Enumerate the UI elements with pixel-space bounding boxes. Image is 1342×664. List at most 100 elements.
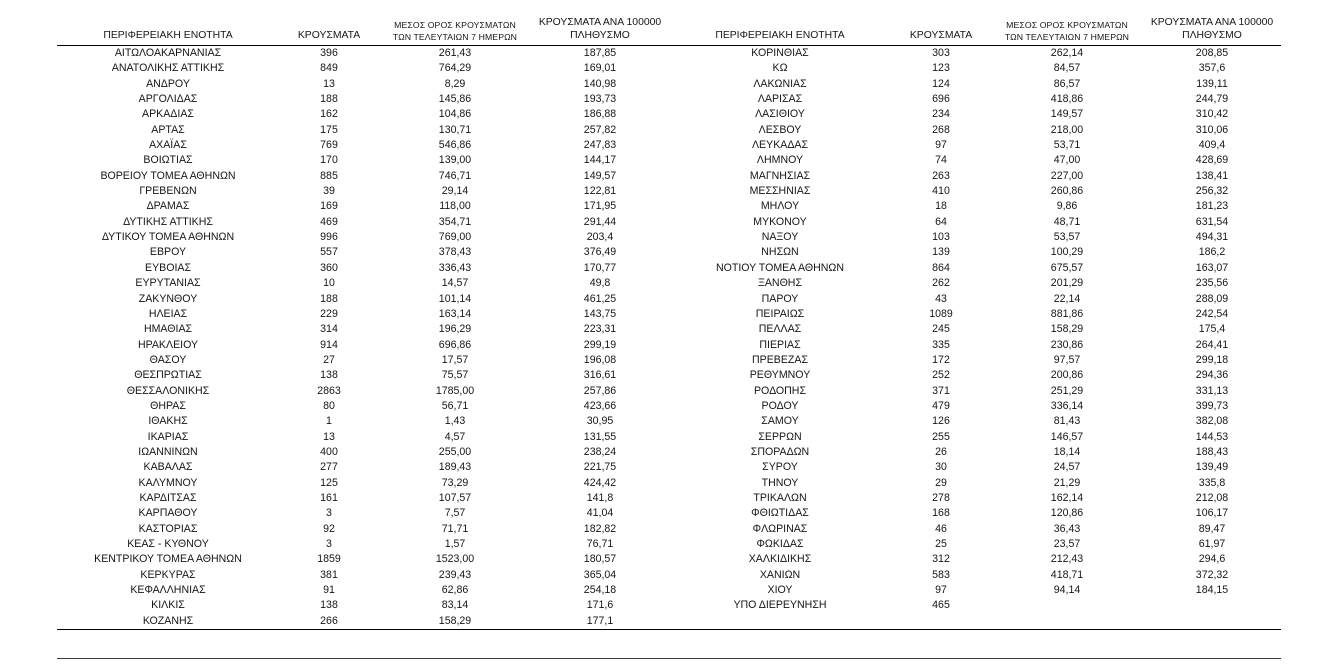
table-row: ΓΡΕΒΕΝΩΝ 39 29,14 122,81 ΜΕΣΣΗΝΙΑΣ 410 260,86 2… [57,184,1281,199]
header-per100k-right-line1: ΚΡΟΥΣΜΑΤΑ ΑΝΑ 100000 [1150,17,1274,28]
avg7-value-left: 83,14 [441,599,469,612]
table-row: ΑΧΑΪΑΣ 769 546,86 247,83 ΛΕΥΚΑΔΑΣ 97 53,71 409,… [57,138,1281,153]
region-name-right: ΧΙΟΥ [767,584,793,597]
avg7-value-right: 227,00 [1050,169,1084,182]
avg7-value-left: 118,00 [439,200,471,213]
cases-value-left: 161 [320,491,338,504]
region-name-left: ΕΥΒΟΙΑΣ [145,261,191,274]
region-name-left: ΕΥΡΥΤΑΝΙΑΣ [135,277,201,290]
header-per100k-right: ΚΡΟΥΣΜΑΤΑ ΑΝΑ 100000 ΠΛΗΘΥΣΜΟ [1143,16,1281,46]
table-body: ΑΙΤΩΛΟΑΚΑΡΝΑΝΙΑΣ 396 261,43 187,85 ΚΟΡΙΝΘΙΑΣ… [57,45,1281,630]
region-name-right: ΠΑΡΟΥ [761,292,799,305]
per100k-value-right: 372,32 [1195,568,1229,581]
cases-value-right: 97 [935,584,947,597]
avg7-value-left: 1523,00 [435,553,475,566]
per100k-value-right: 186,2 [1198,246,1226,259]
avg7-value-left: 158,29 [379,613,531,630]
region-name-left: ΔΥΤΙΚΟΥ ΤΟΜΕΑ ΑΘΗΝΩΝ [101,231,235,244]
per100k-value-right: 310,42 [1195,108,1229,121]
header-avg7-right-line1: ΜΕΣΟΣ ΟΡΟΣ ΚΡΟΥΣΜΑΤΩΝ [1006,20,1128,31]
cases-value-left: 266 [279,613,379,630]
table-row: ΖΑΚΥΝΘΟΥ 188 101,14 461,25 ΠΑΡΟΥ 43 22,14 288,0… [57,291,1281,306]
region-name-left: ΚΕΡΚΥΡΑΣ [140,568,196,581]
cases-value-right: 479 [932,399,950,412]
region-name-left: ΕΒΡΟΥ [149,246,187,259]
region-name-left: ΒΟΙΩΤΙΑΣ [143,154,193,167]
cases-value-right: 371 [932,384,950,397]
cases-value-right: 465 [932,599,950,612]
avg7-value-left: 139,00 [438,154,472,167]
avg7-value-right: 120,86 [1050,507,1084,520]
table-row: ΚΟΖΑΝΗΣ 266 158,29 177,1 [57,613,1281,630]
cases-value-right: 245 [932,323,950,336]
avg7-value-right: 251,29 [1050,384,1084,397]
table-row: ΚΑΛΥΜΝΟΥ 125 73,29 424,42 ΤΗΝΟΥ 29 21,29 335,8 [57,475,1281,490]
per100k-value-left: 221,75 [583,461,617,474]
per100k-value-right: 106,17 [1195,507,1229,520]
cases-value-left: 396 [320,47,338,59]
table-row: ΗΡΑΚΛΕΙΟΥ 914 696,86 299,19 ΠΙΕΡΙΑΣ 335 230,86… [57,337,1281,352]
per100k-value-right: 256,32 [1195,185,1229,198]
cases-value-left: 885 [320,169,338,182]
avg7-value-left: 1,57 [444,538,466,550]
cases-value-right: 29 [935,476,947,489]
header-cases-right: ΚΡΟΥΣΜΑΤΑ [891,16,991,46]
table-row: ΔΥΤΙΚΟΥ ΤΟΜΕΑ ΑΘΗΝΩΝ 996 769,00 203,4 ΝΑΞΟΥ 1… [57,230,1281,245]
avg7-value-right: 23,57 [1053,538,1081,550]
cases-value-right: 139 [932,246,950,259]
header-per100k-right-line2: ΠΛΗΘΥΣΜΟ [1182,30,1242,42]
cases-value-left: 469 [320,215,338,228]
table-row: ΑΡΓΟΛΙΔΑΣ 188 145,86 193,73 ΛΑΡΙΣΑΣ 696 418,86… [57,92,1281,107]
region-name-left: ΑΙΤΩΛΟΑΚΑΡΝΑΝΙΑΣ [114,47,222,59]
avg7-value-left: 101,14 [438,292,472,305]
region-name-left: ΘΗΡΑΣ [150,399,186,412]
per100k-value-right: 335,8 [1198,476,1226,489]
cases-value-right: 123 [932,62,950,75]
region-name-left: ΚΕΝΤΡΙΚΟΥ ΤΟΜΕΑ ΑΘΗΝΩΝ [94,553,242,566]
cases-value-left: 138 [320,369,338,382]
per100k-value-right: 139,49 [1195,461,1229,474]
cases-value-right: 410 [932,185,950,198]
header-avg7-right: ΜΕΣΟΣ ΟΡΟΣ ΚΡΟΥΣΜΑΤΩΝ ΤΩΝ ΤΕΛΕΥΤΑΙΩΝ 7 Η… [991,16,1143,46]
region-name-right: ΞΑΝΘΗΣ [757,277,803,290]
per100k-value-right: 264,41 [1195,338,1229,351]
header-per100k-left-line1: ΚΡΟΥΣΜΑΤΑ ΑΝΑ 100000 [538,17,662,28]
table-row: ΑΙΤΩΛΟΑΚΑΡΝΑΝΙΑΣ 396 261,43 187,85 ΚΟΡΙΝΘΙΑΣ… [57,45,1281,61]
avg7-value-left: 4,57 [444,430,466,443]
cases-value-right: 46 [935,522,947,535]
avg7-value-left: 73,29 [441,476,469,489]
avg7-value-left: 239,43 [438,568,472,581]
region-name-right: ΡΕΘΥΜΝΟΥ [749,369,811,382]
cases-value-right: 303 [932,47,950,59]
per100k-value-right: 212,08 [1195,491,1229,504]
per100k-value-left: 193,73 [583,93,617,106]
cases-value-right: 312 [932,553,950,566]
avg7-value-right: 100,29 [1050,246,1084,259]
cases-value-right: 26 [935,445,947,458]
avg7-value-right: 162,14 [1050,491,1084,504]
header-cases-left: ΚΡΟΥΣΜΑΤΑ [279,16,379,46]
region-name-right: ΣΑΜΟΥ [761,415,799,428]
cases-value-left: 849 [320,62,338,75]
avg7-value-right: 146,57 [1050,430,1084,443]
region-name-left: ΚΙΛΚΙΣ [151,599,185,612]
avg7-value-right: 212,43 [1050,553,1084,566]
table-row: ΚΑΣΤΟΡΙΑΣ 92 71,71 182,82 ΦΛΩΡΙΝΑΣ 46 36,43 89,… [57,521,1281,536]
table-row: ΚΕΡΚΥΡΑΣ 381 239,43 365,04 ΧΑΝΙΩΝ 583 418,71 37… [57,567,1281,582]
cases-value-right: 172 [932,353,950,366]
per100k-value-left: 131,55 [583,430,617,443]
cases-value-left: 229 [320,307,338,320]
avg7-value-left: 261,43 [438,47,472,59]
region-name-right: ΤΗΝΟΥ [761,476,799,489]
per100k-value-left: 30,95 [586,415,614,428]
region-name-right: ΚΩ [772,62,788,75]
region-name-left: ΓΡΕΒΕΝΩΝ [139,185,197,198]
cases-value-right: 864 [932,261,950,274]
per100k-value-right: 310,06 [1195,123,1229,136]
avg7-value-right: 262,14 [1050,47,1084,59]
region-name-left: ΗΜΑΘΙΑΣ [143,323,193,336]
region-name-left: ΙΩΑΝΝΙΝΩΝ [138,445,198,458]
per100k-value-left: 141,8 [586,491,614,504]
avg7-value-right: 336,14 [1050,399,1084,412]
cases-value-right: 278 [932,491,950,504]
